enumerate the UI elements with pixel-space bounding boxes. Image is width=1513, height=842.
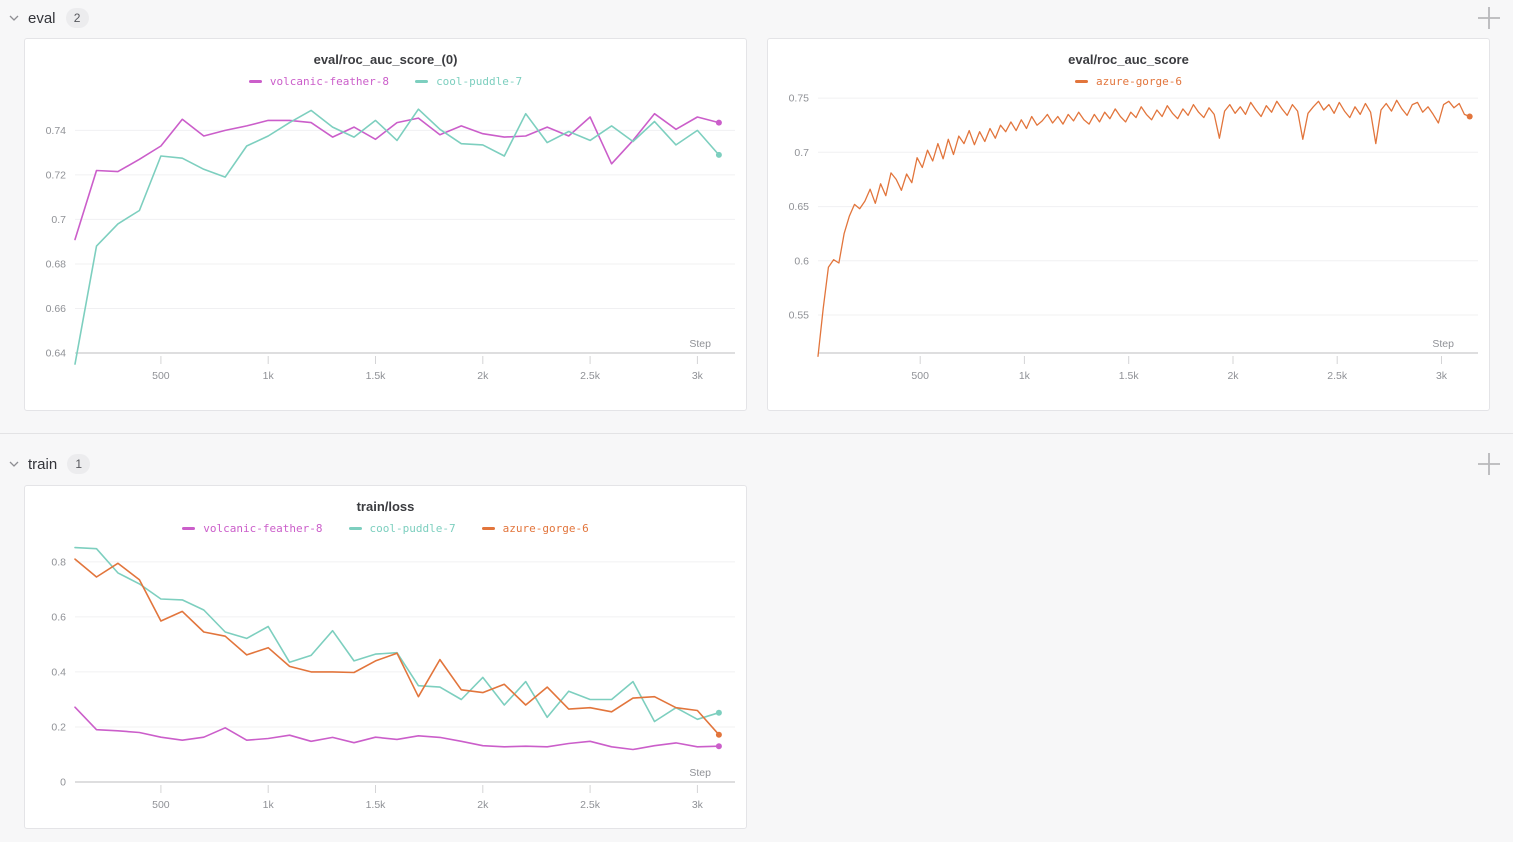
legend-swatch	[1074, 79, 1088, 83]
chart-title: train/loss	[356, 499, 415, 514]
chart-title: eval/roc_auc_score_(0)	[313, 52, 458, 67]
svg-text:500: 500	[911, 370, 929, 382]
chart-legend: azure-gorge-6	[768, 73, 1489, 89]
svg-text:1.5k: 1.5k	[366, 370, 387, 382]
svg-text:2k: 2k	[1227, 370, 1239, 382]
chart-legend: volcanic-feather-8 cool-puddle-7 azure-gor…	[25, 520, 746, 536]
legend-item[interactable]: cool-puddle-7	[348, 521, 456, 535]
svg-text:3k: 3k	[1436, 370, 1448, 382]
svg-text:0.8: 0.8	[51, 556, 66, 568]
legend-swatch	[481, 526, 495, 530]
svg-text:0.7: 0.7	[794, 147, 809, 159]
chevron-down-icon[interactable]	[6, 10, 22, 26]
svg-text:Step: Step	[1432, 338, 1454, 350]
svg-text:500: 500	[152, 799, 170, 811]
svg-text:0.64: 0.64	[46, 348, 67, 360]
svg-text:0.7: 0.7	[51, 214, 66, 226]
legend-swatch	[248, 79, 262, 83]
chart-panel[interactable]: train/loss volcanic-feather-8 cool-puddle…	[24, 485, 747, 829]
svg-text:3k: 3k	[692, 799, 704, 811]
chart-panel[interactable]: eval/roc_auc_score_(0) volcanic-feather-…	[24, 38, 747, 411]
svg-text:0.55: 0.55	[789, 310, 810, 322]
legend-run-name: azure-gorge-6	[1095, 74, 1183, 88]
plus-icon	[1478, 453, 1500, 475]
svg-text:1k: 1k	[263, 370, 275, 382]
chevron-down-icon[interactable]	[6, 456, 22, 472]
svg-text:0.4: 0.4	[51, 666, 66, 678]
legend-run-name: cool-puddle-7	[369, 521, 456, 535]
legend-run-name: volcanic-feather-8	[269, 74, 390, 88]
legend-item[interactable]: volcanic-feather-8	[182, 521, 323, 535]
plus-icon	[1478, 7, 1500, 29]
legend-item[interactable]: volcanic-feather-8	[248, 74, 390, 88]
svg-text:3k: 3k	[692, 370, 704, 382]
svg-text:2.5k: 2.5k	[580, 799, 601, 811]
legend-swatch	[182, 526, 196, 530]
section-label: eval	[28, 9, 56, 27]
legend-swatch	[415, 79, 429, 83]
svg-text:2.5k: 2.5k	[1327, 370, 1348, 382]
legend-run-name: volcanic-feather-8	[203, 521, 323, 535]
svg-text:0.75: 0.75	[789, 93, 810, 105]
chart-panel[interactable]: eval/roc_auc_score azure-gorge-6 0.55 0.6…	[767, 38, 1490, 411]
section-header-train: train 1	[6, 450, 1503, 478]
legend-run-name: azure-gorge-6	[502, 521, 589, 535]
legend-item[interactable]: cool-puddle-7	[415, 75, 522, 88]
legend-item[interactable]: azure-gorge-6	[1074, 74, 1183, 88]
svg-text:0.65: 0.65	[789, 201, 810, 213]
svg-text:0.2: 0.2	[51, 722, 66, 734]
section-count-badge: 2	[65, 8, 89, 28]
add-panel-button[interactable]	[1475, 4, 1503, 32]
section-count-badge: 1	[67, 454, 91, 474]
svg-text:0: 0	[60, 777, 66, 789]
svg-text:0.66: 0.66	[46, 303, 67, 315]
chart-title: eval/roc_auc_score	[1068, 52, 1189, 67]
svg-text:Step: Step	[689, 767, 711, 779]
svg-text:1k: 1k	[1019, 370, 1031, 382]
svg-text:0.72: 0.72	[46, 169, 67, 181]
chart-canvas[interactable]: 0.55 0.6 0.65 0.7 0.75 500 1k 1.5k 2k 2.5k 3k Step	[775, 93, 1482, 402]
chart-canvas[interactable]: 0.64 0.66 0.68 0.7 0.72 0.74 500 1k 1.5k 2k 2.5k 3k…	[32, 93, 739, 402]
svg-text:Step: Step	[689, 338, 711, 350]
legend-run-name: cool-puddle-7	[436, 74, 523, 88]
svg-text:0.74: 0.74	[46, 125, 67, 137]
svg-text:0.6: 0.6	[794, 255, 809, 267]
section-header-eval: eval 2	[6, 4, 1503, 32]
section-label: train	[28, 455, 58, 473]
svg-text:2k: 2k	[477, 799, 489, 811]
chart-legend: volcanic-feather-8 cool-puddle-7	[25, 73, 746, 89]
svg-text:0.68: 0.68	[46, 259, 67, 271]
svg-text:1.5k: 1.5k	[366, 799, 387, 811]
legend-swatch	[348, 526, 362, 530]
svg-text:500: 500	[152, 370, 170, 382]
chart-canvas[interactable]: 0 0.2 0.4 0.6 0.8 500 1k 1.5k 2k 2.5k 3k Step	[32, 540, 739, 821]
svg-text:2.5k: 2.5k	[580, 370, 601, 382]
legend-item[interactable]: azure-gorge-6	[481, 521, 589, 535]
add-panel-button[interactable]	[1475, 450, 1503, 478]
section-divider	[0, 433, 1513, 434]
svg-text:0.6: 0.6	[51, 611, 66, 623]
svg-text:2k: 2k	[477, 370, 489, 382]
svg-text:1k: 1k	[263, 799, 275, 811]
svg-text:1.5k: 1.5k	[1119, 370, 1140, 382]
